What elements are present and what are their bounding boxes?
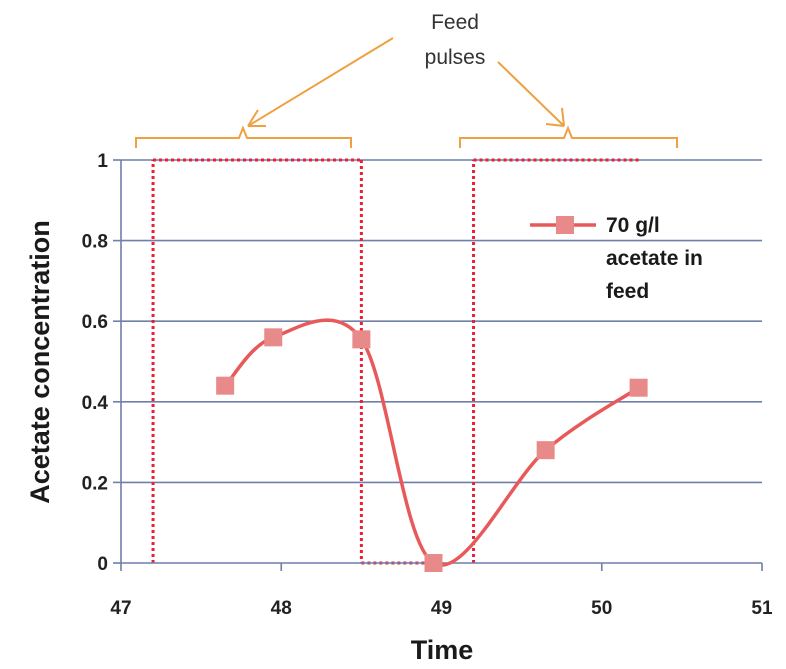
series-0-line [223,318,640,567]
y-tick-label-2: 0.4 [82,393,109,414]
annotation-line-1: Feed [431,11,479,34]
x-tick-label-4: 51 [751,598,773,619]
series-0-point-2 [352,330,371,349]
axes: 0 0.2 0.4 0.6 0.8 1 47 48 49 50 51 [82,151,773,619]
x-tick-label-1: 48 [271,598,292,619]
legend-label-line-2: acetate in [606,247,703,270]
annotation-arrowhead-right [545,107,565,127]
series-0-point-1 [264,328,283,347]
legend: 70 g/l acetate in feed [530,214,703,303]
y-tick-label-3: 0.6 [82,312,108,333]
annotation-arrow-right [497,61,565,127]
x-axis-title: Time [411,635,474,665]
legend-label-line-3: feed [606,280,649,303]
bracket-1 [459,125,678,148]
legend-marker [556,216,574,234]
legend-label-line-1: 70 g/l [606,214,660,237]
y-axis-title: Acetate concentration [25,220,55,504]
data-series [216,318,648,572]
annotation-arrow-left [247,37,394,127]
y-tick-label-5: 1 [97,151,108,172]
y-tick-label-1: 0.2 [82,473,108,494]
gridlines [121,159,762,484]
feed-pulses-annotation: Feed pulses [135,11,678,148]
series-0-point-0 [216,376,235,395]
annotation-arrowhead-left [247,109,266,127]
x-tick-label-0: 47 [110,598,131,619]
series-0-point-5 [629,378,648,397]
series-0-point-4 [536,441,555,460]
x-tick-label-3: 50 [591,598,612,619]
series-0-point-3 [424,554,443,572]
annotation-line-2: pulses [425,46,486,69]
x-tick-label-2: 49 [431,598,452,619]
bracket-0 [135,125,352,148]
y-tick-label-4: 0.8 [82,232,108,253]
y-tick-label-0: 0 [97,554,108,575]
